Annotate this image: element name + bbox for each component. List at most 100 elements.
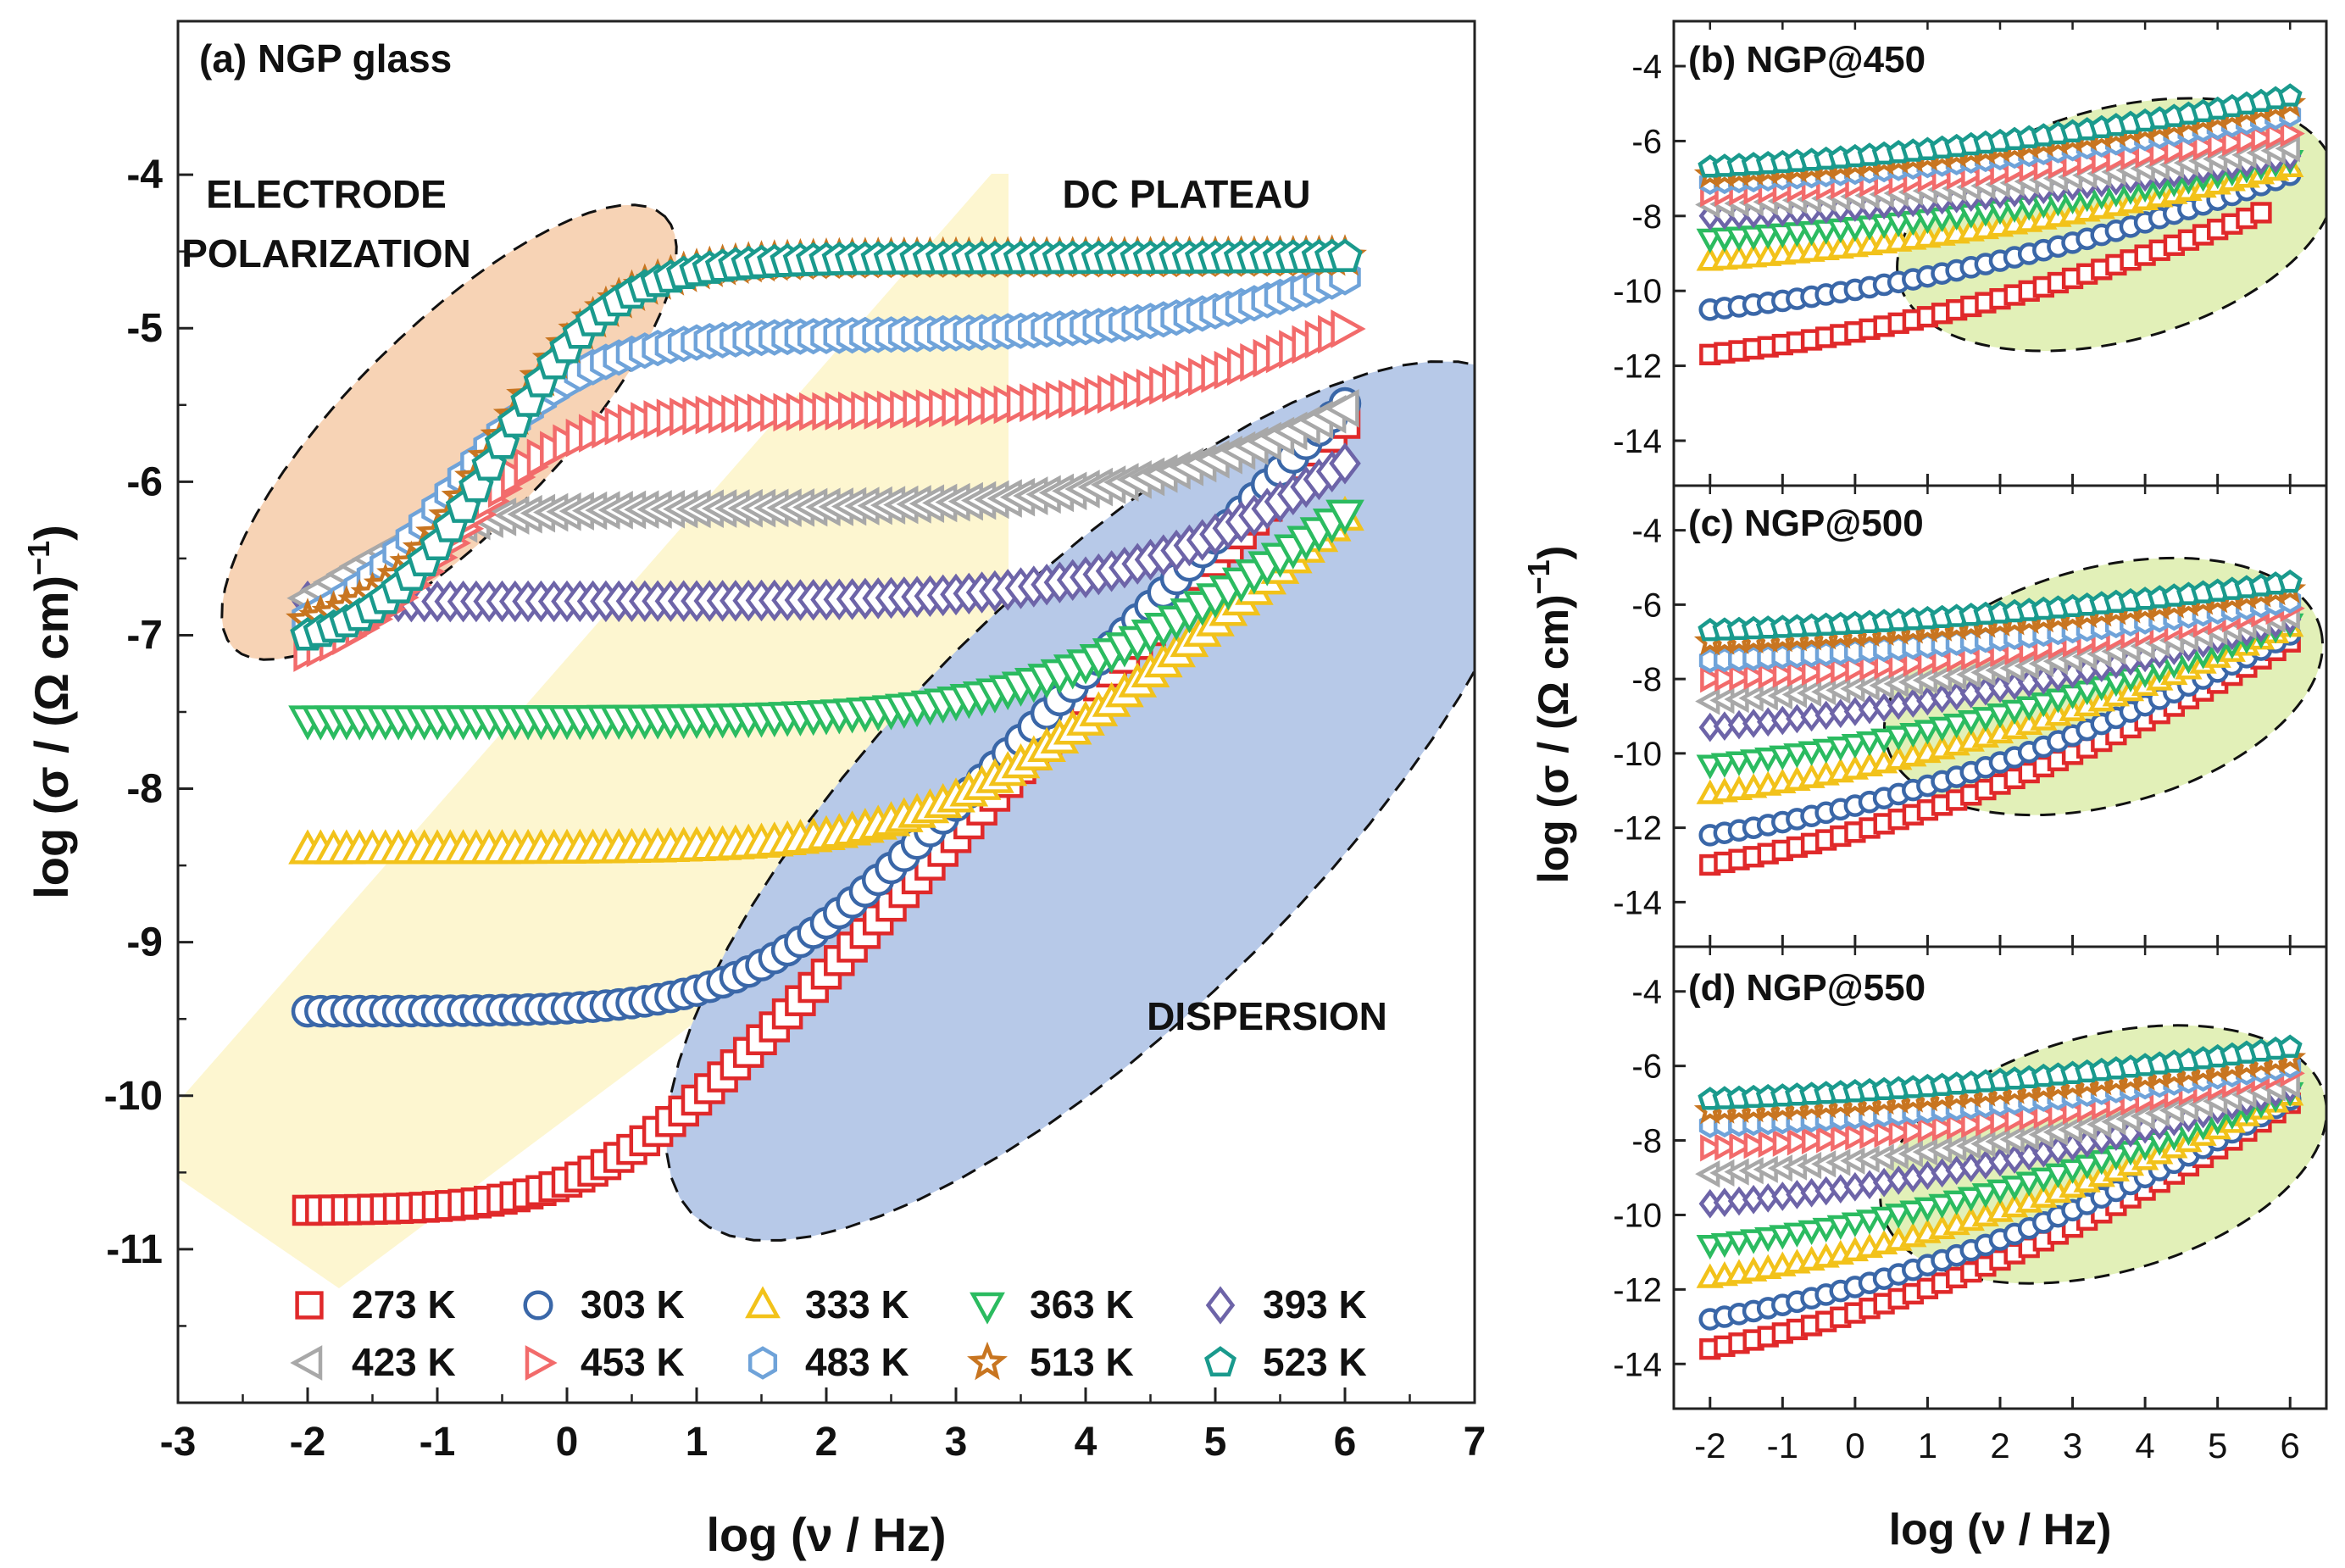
data-point-363k (1899, 1200, 1927, 1226)
panel-d-series-363k (1696, 1081, 2304, 1260)
side-y-axis-label: log (σ / (Ω cm)−1) (1521, 546, 1577, 884)
data-point-453k (2208, 131, 2233, 158)
panel-a-chart: -3 -2 -1 0 1 2 3 4 5 6 7-4-5-6-7-8-9-10-11 (a) NGP… (21, 19, 1486, 1561)
panel-a-y-tick-label: -8 (126, 767, 163, 812)
data-point-453k (2222, 128, 2248, 157)
panel-a-x-tick-label: -1 (420, 1420, 456, 1465)
data-point-363k (1914, 720, 1942, 745)
panel-b-series-523k (1698, 83, 2303, 178)
data-point-453k (1831, 656, 1856, 684)
data-point-363k (1870, 728, 1898, 753)
panel-b-y-tick-label: -8 (1631, 198, 1662, 236)
data-point-363k (2044, 1163, 2072, 1188)
legend-marker-273k (295, 1291, 324, 1320)
data-point-363k (1696, 1235, 1724, 1260)
data-point-453k (1700, 664, 1725, 693)
panel-b-y-tick-label: -4 (1631, 48, 1662, 86)
data-point-453k (1772, 1129, 1798, 1157)
data-point-363k (1754, 1226, 1782, 1253)
panel-d-y-tick-label: -14 (1613, 1346, 1662, 1383)
legend-label-483k: 483 K (805, 1340, 909, 1384)
side-x-tick-label: -1 (1767, 1426, 1798, 1465)
data-point-453k (1816, 657, 1842, 685)
side-x-tick-label: 0 (1845, 1426, 1864, 1465)
data-point-363k (1710, 753, 1739, 778)
data-point-453k (1888, 1119, 1914, 1147)
legend-label-513k: 513 K (1030, 1340, 1134, 1384)
panel-a-title: (a) NGP glass (199, 36, 452, 81)
panel-b-y-tick-label: -14 (1613, 423, 1662, 460)
data-point-423k (2275, 135, 2300, 163)
data-point-363k (1899, 722, 1927, 748)
panel-c-title: (c) NGP@500 (1688, 503, 1924, 544)
series-363k (288, 499, 1364, 741)
legend-label-273k: 273 K (352, 1282, 456, 1326)
side-x-tick-label: 5 (2208, 1426, 2227, 1465)
panel-c-y-tick-label: -14 (1613, 884, 1662, 921)
data-point-363k (1942, 1190, 1970, 1215)
data-point-523k (2277, 83, 2303, 107)
annotation-dispersion: DISPERSION (1147, 994, 1387, 1038)
series-333k (288, 495, 1364, 865)
legend-marker-393k (1205, 1286, 1236, 1325)
panel-c-series-273k (1699, 631, 2301, 876)
data-point-273k (2250, 202, 2272, 224)
panel-b-title: (b) NGP@450 (1688, 39, 1925, 81)
panel-c-series-523k (1698, 569, 2303, 642)
panel-a-x-tick-label: 4 (1075, 1420, 1097, 1465)
data-point-453k (1758, 1130, 1783, 1159)
panel-c-y-tick-label: -12 (1613, 810, 1662, 848)
legend-label-453k: 453 K (581, 1340, 685, 1384)
panel-d-y-tick-label: -8 (1631, 1123, 1662, 1160)
data-point-363k (1928, 716, 1956, 742)
legend-marker-363k (970, 1292, 1005, 1325)
panel-c-y-tick-label: -4 (1631, 513, 1662, 550)
panel-a-x-tick-label: 0 (556, 1420, 579, 1465)
panel-a-x-tick-label: -2 (290, 1420, 326, 1465)
data-point-363k (1812, 1217, 1840, 1243)
side-x-tick-label: 2 (1990, 1426, 2009, 1465)
data-point-363k (1914, 1197, 1942, 1222)
data-point-523k (2277, 569, 2303, 593)
data-point-453k (2251, 124, 2276, 153)
data-point-453k (1787, 659, 1813, 687)
panel-a-y-tick-label: -10 (104, 1074, 163, 1119)
data-point-453k (1787, 1128, 1813, 1156)
data-point-363k (2015, 696, 2043, 721)
legend-label-423k: 423 K (352, 1340, 456, 1384)
panel-b-chart: (b) NGP@450 (1688, 39, 2326, 365)
panel-d-y-tick-label: -6 (1631, 1048, 1662, 1086)
data-point-523k (2277, 1034, 2303, 1058)
data-point-363k (1957, 710, 1985, 736)
electrode-polarization-region (220, 203, 678, 661)
data-point-363k (1942, 713, 1970, 739)
data-point-453k (1931, 1114, 1958, 1142)
data-point-393k (1329, 442, 1361, 485)
panel-d-series-523k (1698, 1034, 2303, 1110)
data-point-453k (1801, 658, 1827, 687)
legend-marker-523k (1204, 1346, 1236, 1377)
side-x-axis-label: log (ν / Hz) (1889, 1505, 2112, 1554)
data-point-453k (1961, 1110, 1987, 1138)
panel-c-y-tick-label: -6 (1631, 587, 1662, 624)
legend-label-303k: 303 K (581, 1282, 685, 1326)
data-point-363k (1725, 751, 1753, 776)
data-point-453k (1947, 1112, 1972, 1140)
legend-marker-303k (523, 1290, 553, 1321)
panel-a-x-tick-label: 3 (945, 1420, 968, 1465)
data-point-363k (1885, 726, 1913, 751)
data-point-363k (1710, 1232, 1739, 1259)
panel-d-y-tick-label: -10 (1613, 1197, 1662, 1234)
panel-a-y-tick-label: -11 (106, 1227, 163, 1272)
data-point-453k (1729, 1132, 1754, 1160)
panel-c-chart: (c) NGP@500 (1688, 503, 2325, 876)
data-point-453k (1831, 1124, 1856, 1153)
data-point-453k (1874, 1120, 1899, 1148)
data-point-363k (1971, 1183, 2000, 1209)
legend-marker-513k (967, 1341, 1008, 1381)
legend-marker-483k (747, 1346, 778, 1380)
data-point-423k (1324, 388, 1359, 428)
legend: 273 K 303 K 333 K 363 K 393 K 423 K 453 K 483 K… (290, 1282, 1367, 1384)
data-point-453k (1903, 1117, 1928, 1145)
